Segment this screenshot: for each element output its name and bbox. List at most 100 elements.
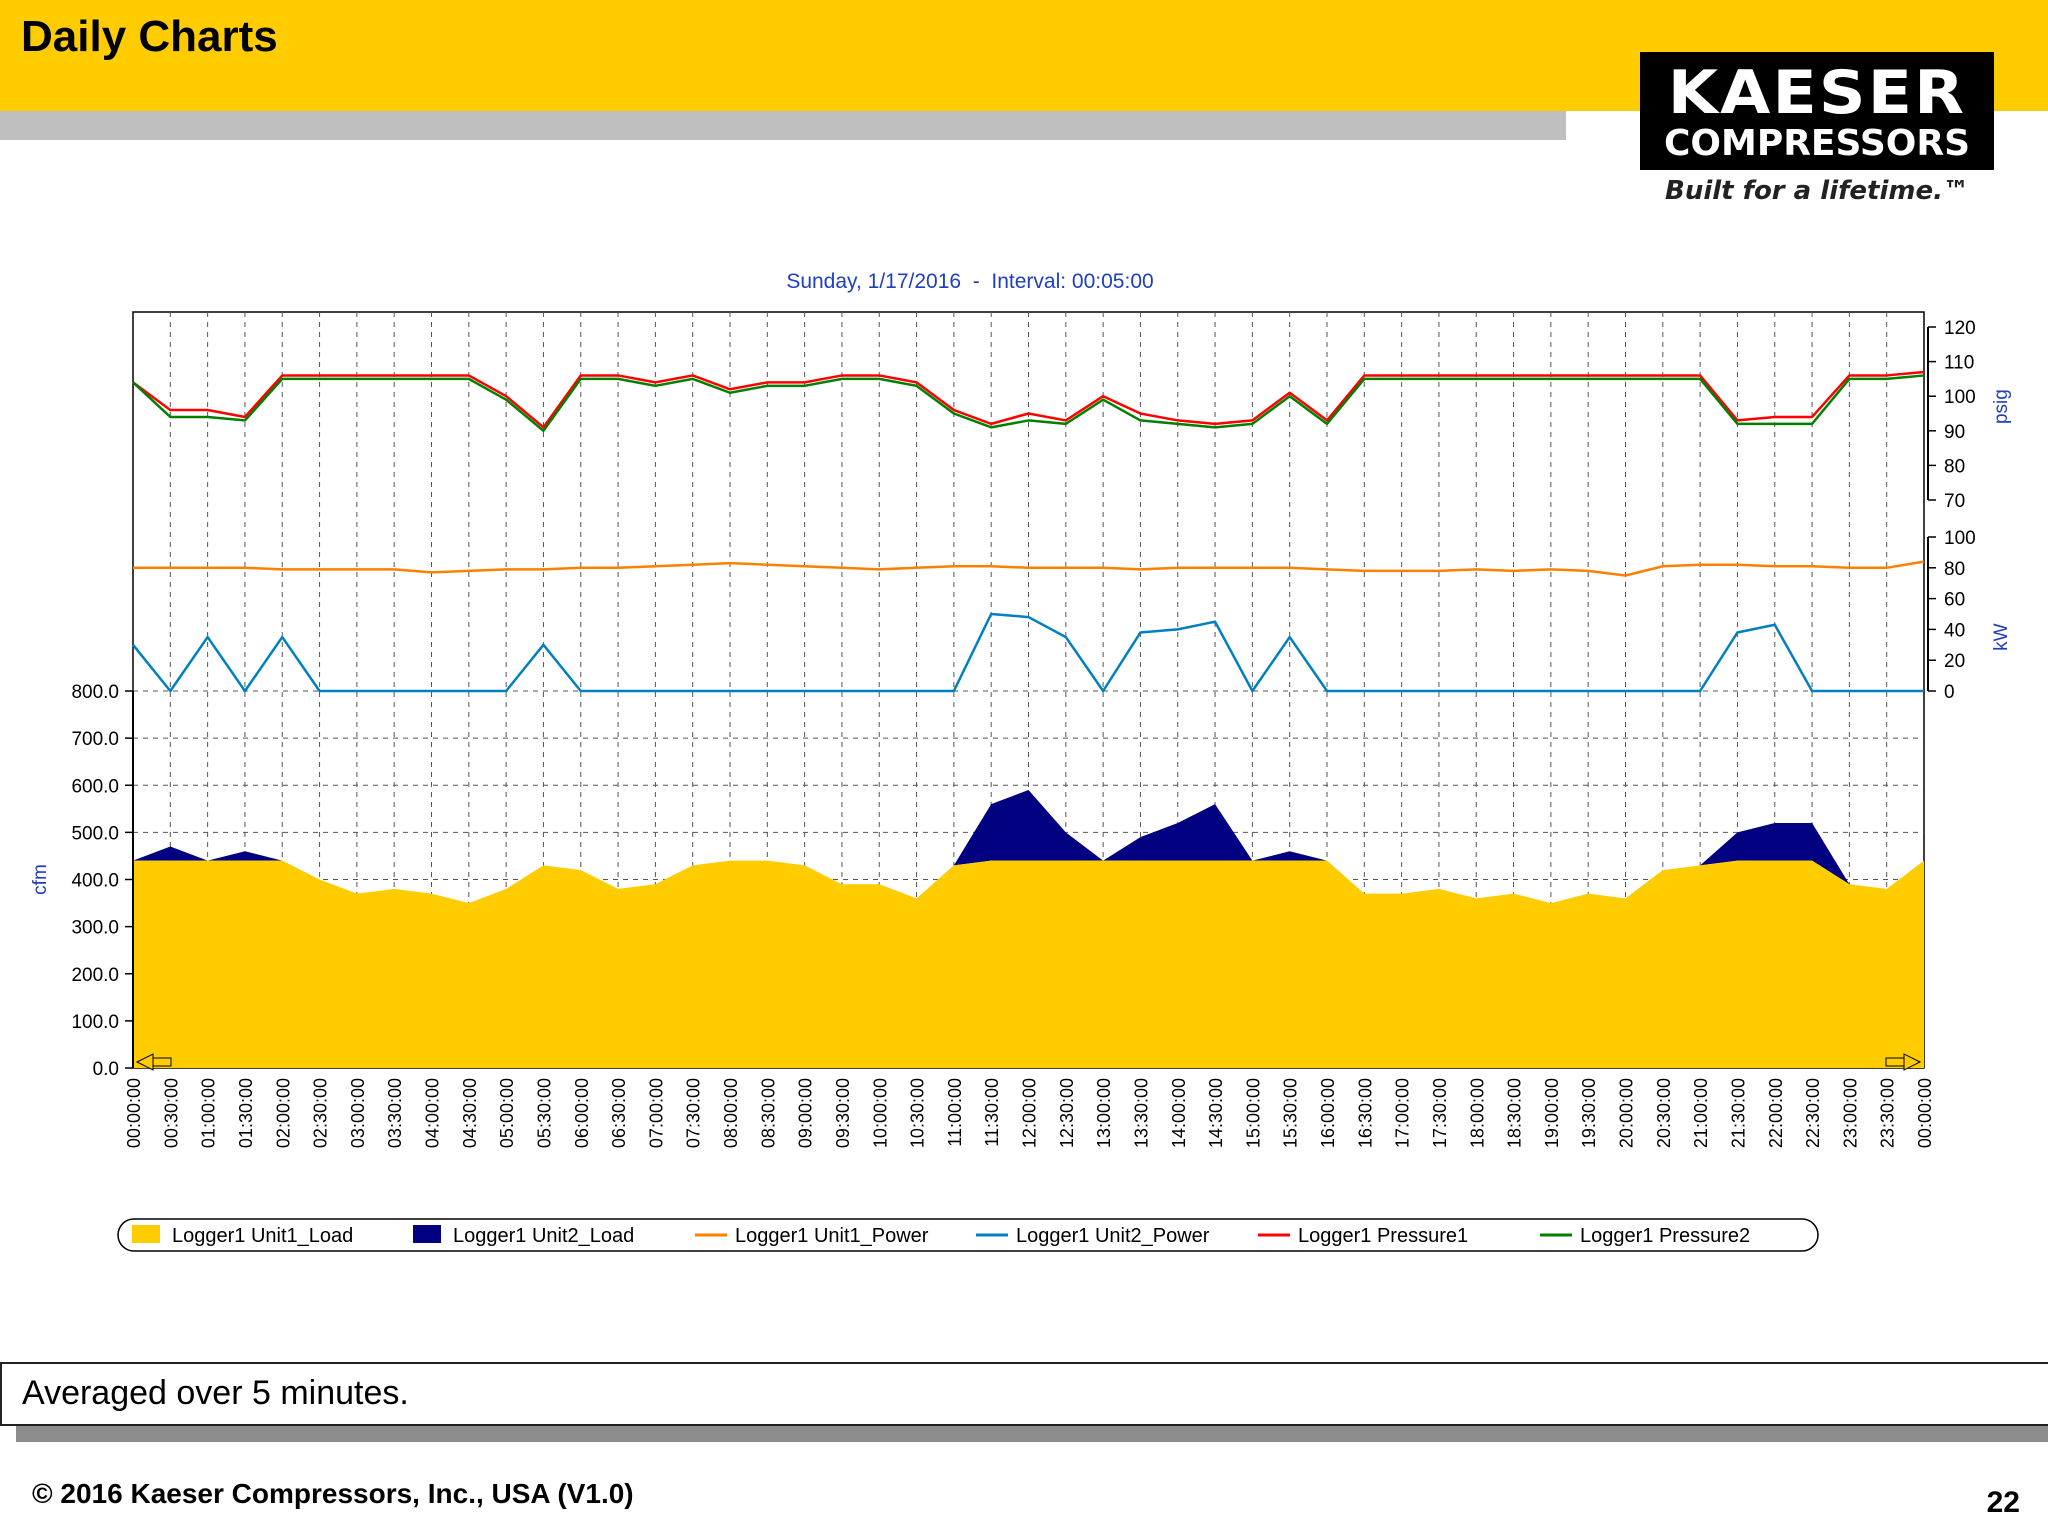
x-tick-label: 12:30:00 [1057, 1078, 1077, 1148]
x-tick-label: 13:00:00 [1094, 1078, 1114, 1148]
x-tick-label: 08:30:00 [758, 1078, 778, 1148]
x-tick-label: 07:30:00 [684, 1078, 704, 1148]
chart-legend: Logger1 Unit1_Load Logger1 Unit2_Load Logg… [117, 1218, 1819, 1252]
x-tick-label: 14:00:00 [1169, 1078, 1189, 1148]
legend-label: Logger1 Pressure1 [1298, 1225, 1468, 1247]
x-tick-label: 16:30:00 [1355, 1078, 1375, 1148]
x-tick-label: 00:00:00 [124, 1078, 144, 1148]
series-pressure1 [132, 370, 1925, 429]
psig-tick-label: 80 [1944, 456, 1965, 477]
daily-chart: Sunday, 1/17/2016 - Interval: 00:05:00 0… [30, 270, 2012, 1252]
x-tick-label: 10:00:00 [870, 1078, 890, 1148]
x-tick-label: 01:00:00 [199, 1078, 219, 1148]
x-tick-label: 11:30:00 [982, 1078, 1002, 1147]
chart-series [132, 370, 1925, 1068]
legend-label: Logger1 Pressure2 [1580, 1225, 1750, 1247]
legend-label: Logger1 Unit2_Load [453, 1225, 634, 1247]
x-tick-label: 09:30:00 [833, 1078, 853, 1148]
x-tick-label: 04:30:00 [460, 1078, 480, 1148]
logo-wordmark: KAESER [1667, 58, 1967, 128]
kw-tick-label: 80 [1944, 559, 1965, 580]
x-tick-label: 03:30:00 [385, 1078, 405, 1148]
cfm-tick-label: 200.0 [71, 965, 119, 986]
note-shadow [16, 1426, 2048, 1442]
x-tick-label: 14:30:00 [1206, 1078, 1226, 1148]
scroll-left-shaft [152, 1057, 172, 1067]
cfm-tick-label: 0.0 [93, 1059, 119, 1080]
x-tick-label: 02:00:00 [273, 1078, 293, 1148]
series-unit2-load [133, 789, 1924, 1068]
x-tick-label: 13:30:00 [1131, 1078, 1151, 1148]
psig-tick-label: 70 [1944, 491, 1965, 512]
kw-tick-label: 40 [1944, 620, 1965, 641]
series-unit2-power [132, 612, 1924, 693]
kw-tick-label: 60 [1944, 590, 1965, 611]
kw-tick-label: 20 [1944, 651, 1965, 672]
kw-axis-label: kW [1991, 623, 2012, 651]
cfm-tick-label: 800.0 [71, 682, 119, 703]
chart-title: Sunday, 1/17/2016 - Interval: 00:05:00 [786, 270, 1153, 293]
psig-tick-label: 110 [1944, 353, 1974, 374]
x-tick-label: 02:30:00 [311, 1078, 331, 1148]
x-tick-label: 19:30:00 [1579, 1078, 1599, 1148]
x-tick-label: 18:30:00 [1505, 1078, 1525, 1148]
x-tick-label: 06:00:00 [572, 1078, 592, 1148]
logo-tagline: Built for a lifetime.™ [1665, 176, 1969, 206]
x-tick-label: 20:30:00 [1654, 1078, 1674, 1148]
kw-tick-label: 100 [1944, 528, 1976, 549]
scroll-right-shaft [1885, 1057, 1905, 1067]
x-tick-label: 11:00:00 [945, 1078, 965, 1147]
psig-tick-label: 120 [1944, 318, 1976, 339]
cfm-tick-label: 600.0 [71, 776, 119, 797]
x-tick-label: 12:00:00 [1020, 1078, 1040, 1148]
series-unit1-power [133, 560, 1925, 577]
legend-label: Logger1 Unit1_Load [172, 1225, 353, 1247]
x-tick-label: 06:30:00 [609, 1078, 629, 1148]
x-tick-label: 23:00:00 [1840, 1078, 1860, 1148]
series-pressure2 [132, 374, 1925, 433]
psig-tick-label: 90 [1944, 422, 1965, 443]
legend-swatch [132, 1225, 160, 1243]
copyright-footer: © 2016 Kaeser Compressors, Inc., USA (V1… [32, 1478, 634, 1509]
x-tick-label: 17:00:00 [1393, 1078, 1413, 1148]
x-tick-label: 08:00:00 [721, 1078, 741, 1148]
legend-label: Logger1 Unit1_Power [735, 1225, 929, 1247]
logo-subtitle: COMPRESSORS [1663, 123, 1971, 164]
psig-axis-label: psig [1991, 389, 2012, 424]
cfm-tick-label: 400.0 [71, 871, 119, 892]
x-tick-label: 17:30:00 [1430, 1078, 1450, 1148]
x-tick-label: 03:00:00 [348, 1078, 368, 1148]
x-tick-label: 05:00:00 [497, 1078, 517, 1148]
x-tick-label: 22:00:00 [1766, 1078, 1786, 1148]
x-tick-label: 15:30:00 [1281, 1078, 1301, 1148]
cfm-tick-label: 700.0 [71, 729, 119, 750]
legend-swatch [413, 1225, 441, 1243]
note-box: Averaged over 5 minutes. [0, 1362, 2048, 1426]
chart-axes: 0.0 100.0 200.0 300.0 400.0 500.0 600.0 700.0 80… [30, 318, 2012, 1148]
cfm-axis-label: cfm [30, 864, 51, 895]
x-tick-label: 01:30:00 [236, 1078, 256, 1148]
x-tick-label: 18:00:00 [1467, 1078, 1487, 1148]
legend-frame [117, 1218, 1819, 1252]
x-tick-label: 15:00:00 [1243, 1078, 1263, 1148]
series-unit1-load [133, 860, 1924, 1068]
header-underline [0, 111, 1566, 140]
x-tick-label: 04:00:00 [423, 1078, 443, 1148]
kaeser-logo: KAESER COMPRESSORS [1640, 52, 1994, 170]
x-tick-label: 20:00:00 [1617, 1078, 1637, 1148]
cfm-tick-label: 500.0 [71, 823, 119, 844]
x-tick-label: 09:00:00 [796, 1078, 816, 1148]
kw-tick-label: 0 [1944, 682, 1955, 703]
x-tick-label: 19:00:00 [1542, 1078, 1562, 1148]
cfm-tick-label: 100.0 [71, 1012, 119, 1033]
x-tick-label: 23:30:00 [1878, 1078, 1898, 1148]
x-tick-label: 07:00:00 [646, 1078, 666, 1148]
x-tick-label: 00:30:00 [161, 1078, 181, 1148]
legend-label: Logger1 Unit2_Power [1016, 1225, 1210, 1247]
x-tick-label: 00:00:00 [1915, 1078, 1935, 1148]
page-number: 22 [1986, 1486, 2020, 1519]
x-tick-label: 21:30:00 [1728, 1078, 1748, 1148]
x-tick-label: 21:00:00 [1691, 1078, 1711, 1148]
psig-tick-label: 100 [1944, 387, 1976, 408]
slide-title: Daily Charts [21, 12, 278, 61]
